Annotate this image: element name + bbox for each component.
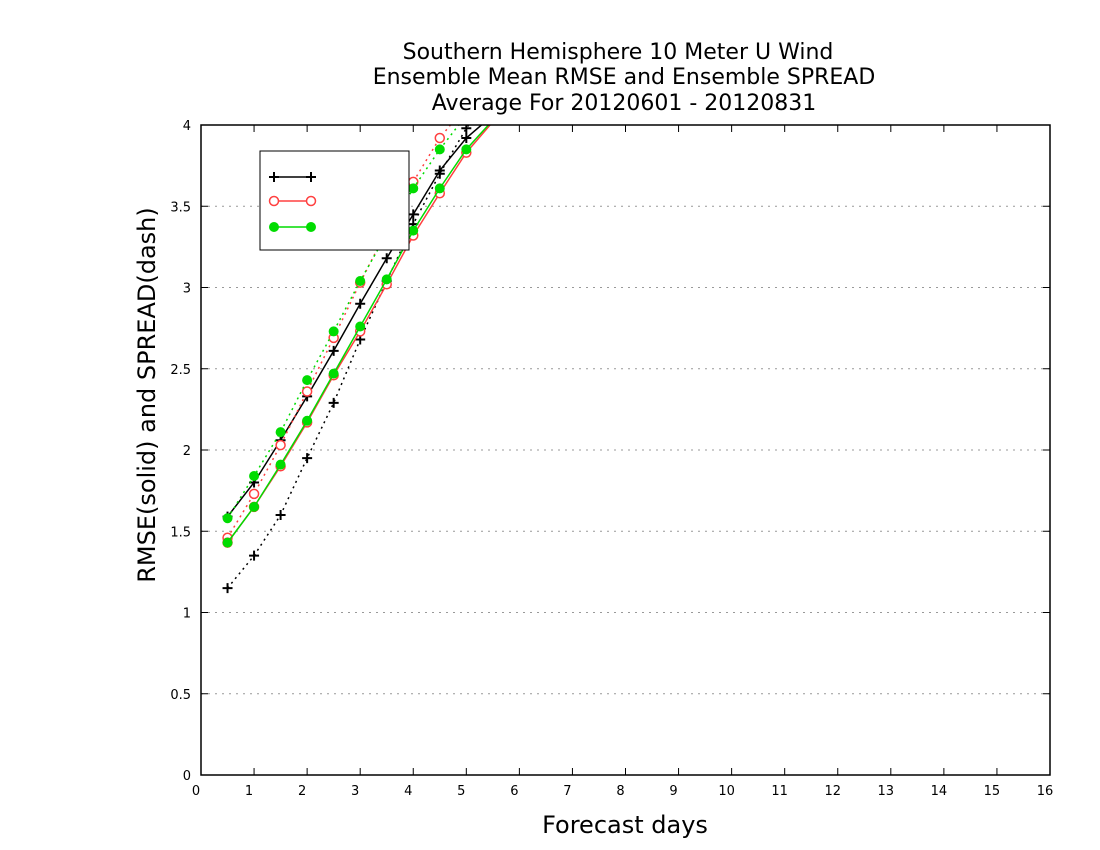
series-3-spread-point — [302, 375, 313, 386]
legend-marker — [269, 172, 279, 182]
y-axis-label: RMSE(solid) and SPREAD(dash) — [133, 207, 161, 583]
series-3-rmse-point — [434, 183, 445, 194]
x-tick-label: 4 — [404, 784, 412, 799]
series-3-spread-point — [434, 144, 445, 155]
series-3-spread-point — [222, 513, 233, 524]
series-2-spread-point — [275, 439, 286, 451]
series-3-spread-point — [275, 427, 286, 438]
series-1-rmse-point — [408, 209, 419, 220]
x-tick-label: 7 — [563, 784, 571, 799]
x-tick-label: 2 — [298, 784, 306, 799]
x-tick-label: 10 — [718, 784, 735, 799]
x-tick-label: 16 — [1037, 784, 1054, 799]
series-1-spread-point — [222, 583, 233, 594]
x-tick-label: 5 — [457, 784, 465, 799]
y-tick-label: 3.5 — [170, 200, 191, 215]
series-1-spread-point — [249, 550, 260, 561]
legend-marker — [269, 222, 279, 232]
y-tick-label: 1.5 — [170, 525, 191, 540]
x-tick-label: 9 — [669, 784, 677, 799]
chart-title: Southern Hemisphere 10 Meter U Wind Ense… — [373, 40, 876, 116]
series-1-rmse-point — [328, 345, 339, 356]
series-3-rmse-point — [249, 501, 260, 512]
x-tick-label: 3 — [351, 784, 359, 799]
title-line-3: Average For 20120601 - 20120831 — [432, 91, 817, 116]
series-2-spread-point — [301, 386, 313, 397]
legend-marker — [306, 222, 316, 232]
x-tick-label: 0 — [192, 784, 200, 799]
x-tick-label: 6 — [510, 784, 518, 799]
x-tick-label: 15 — [984, 784, 1001, 799]
legend-marker — [306, 172, 316, 182]
series-3-rmse-point — [275, 459, 286, 470]
series-3-rmse-point — [355, 321, 366, 332]
series-3-spread-point — [249, 471, 260, 481]
series-1-spread-point — [302, 453, 313, 464]
y-tick-label: 2 — [183, 444, 191, 459]
title-line-2: Ensemble Mean RMSE and Ensemble SPREAD — [373, 65, 876, 90]
x-tick-label: 12 — [824, 784, 841, 799]
series-3-rmse-point — [408, 225, 419, 236]
grid — [201, 205, 1050, 695]
x-tick-label: 13 — [878, 784, 895, 799]
y-tick-label: 1 — [183, 607, 191, 622]
y-tick-label: 4 — [183, 119, 191, 134]
y-tick-label: 0.5 — [170, 688, 191, 703]
legend — [259, 150, 410, 251]
x-tick-label: 14 — [931, 784, 948, 799]
series-3-rmse-point — [302, 415, 313, 426]
series-1-rmse-point — [434, 165, 445, 176]
x-tick-label: 1 — [245, 784, 253, 799]
legend-marker — [305, 195, 317, 207]
series-3-spread-point — [408, 183, 419, 194]
series-3-rmse-point — [222, 537, 233, 548]
x-tick-label: 11 — [771, 784, 788, 799]
y-tick-label: 3 — [183, 282, 191, 297]
title-line-1: Southern Hemisphere 10 Meter U Wind — [403, 40, 834, 65]
series-1-spread-point — [275, 510, 286, 520]
axis-ticks: 0 1 2 3 4 5 6 7 8 9 10 11 12 13 14 15 1600.511.522.533.5… — [170, 119, 1053, 799]
y-tick-label: 2.5 — [170, 363, 191, 378]
x-tick-label: 8 — [616, 784, 624, 799]
series-2-spread-point — [248, 488, 260, 500]
series-3-spread-point — [328, 326, 339, 337]
series-3-spread-point — [355, 276, 366, 286]
series-1-rmse-point — [381, 253, 392, 264]
series-3-rmse-point — [381, 274, 392, 285]
series-1-rmse-point — [461, 133, 472, 143]
series-2-spread-point — [434, 132, 446, 144]
series-1-rmse-point — [355, 298, 366, 309]
series-3-rmse-point — [461, 144, 472, 155]
legend-marker — [268, 195, 280, 207]
series-1-spread-point — [328, 397, 339, 408]
series-3-rmse-point — [328, 368, 339, 379]
y-tick-label: 0 — [183, 769, 191, 784]
x-axis-label: Forecast days — [542, 811, 708, 839]
